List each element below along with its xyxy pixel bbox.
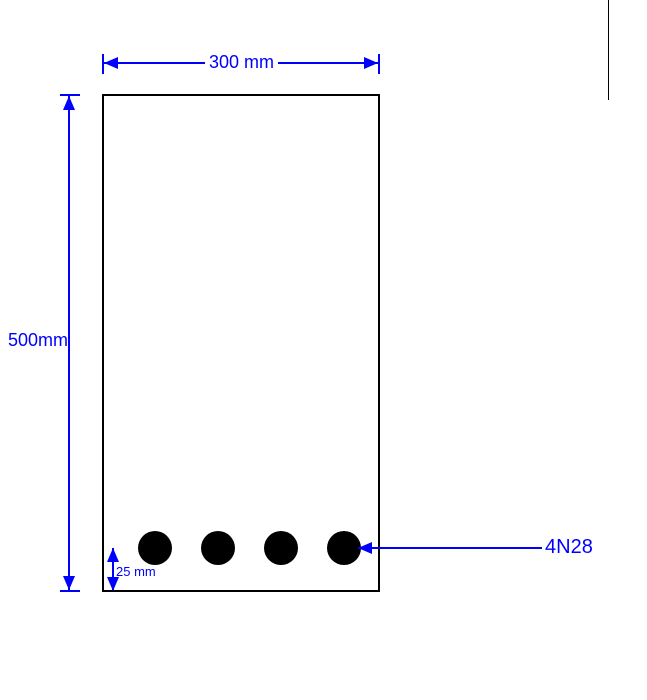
top-dim-label: 300 mm	[205, 52, 278, 73]
cover-dim-arrow-top	[107, 548, 119, 562]
top-dim-arrow-right	[364, 57, 378, 69]
section-rectangle	[102, 94, 380, 592]
cover-dim-label: 25 mm	[116, 564, 156, 579]
annotation-leader	[358, 547, 542, 549]
rebar-3	[264, 531, 298, 565]
annotation-arrow	[358, 542, 372, 554]
rebar-2	[201, 531, 235, 565]
left-dim-arrow-bot	[63, 576, 75, 590]
top-dim-arrow-left	[104, 57, 118, 69]
left-dim-label: 500mm	[4, 330, 72, 351]
rebar-1	[138, 531, 172, 565]
cross-section-diagram: 300 mm 500mm 25 mm 4N28	[0, 0, 647, 700]
rebar-4	[327, 531, 361, 565]
left-dim-ext-bot	[60, 590, 80, 592]
cover-dim-arrow-bot	[107, 577, 119, 591]
stray-line	[608, 0, 609, 100]
left-dim-arrow-top	[63, 96, 75, 110]
annotation-label: 4N28	[545, 536, 593, 559]
top-dim-ext-right	[378, 54, 380, 74]
